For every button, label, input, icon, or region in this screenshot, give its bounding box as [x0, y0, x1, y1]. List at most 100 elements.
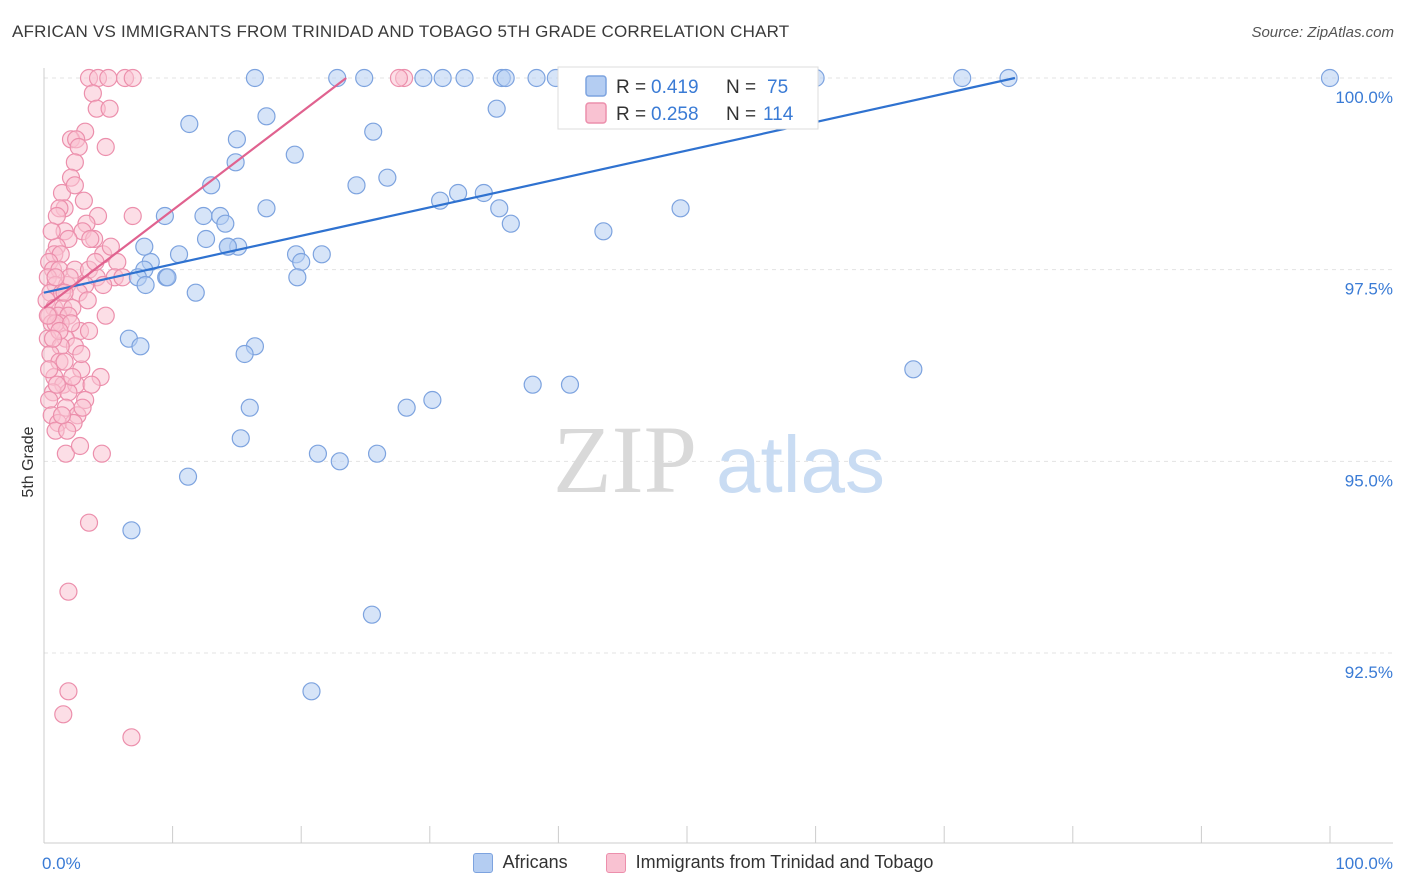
point-africans-15	[1320, 68, 1340, 88]
point-trinidad-97	[101, 237, 120, 256]
point-africans-8	[527, 68, 546, 88]
legend-swatch-trinidad-bottom	[605, 852, 626, 873]
point-africans-51	[186, 283, 205, 302]
point-trinidad-113	[70, 436, 90, 456]
legend-top: R = 0.419 N = 75 R = 0.258 N = 114	[557, 66, 819, 130]
point-trinidad-13	[69, 137, 88, 157]
point-africans-62	[423, 390, 442, 410]
point-trinidad-112	[52, 406, 72, 425]
trend-line-trinidad	[43, 77, 347, 309]
y-tick-label-0: 100.0%	[1335, 88, 1393, 107]
point-africans-14	[999, 68, 1018, 88]
point-trinidad-96	[42, 222, 61, 241]
point-africans-23	[285, 145, 304, 164]
legend-swatch-africans-bottom	[472, 852, 493, 873]
point-trinidad-110	[47, 375, 66, 394]
point-trinidad-27	[81, 229, 100, 249]
point-trinidad-105	[43, 329, 63, 348]
point-africans-74	[302, 682, 321, 701]
axes	[43, 68, 1393, 844]
point-africans-40	[196, 229, 216, 249]
point-trinidad-49	[78, 291, 97, 310]
point-trinidad-74	[82, 375, 101, 394]
legend-r-value-1: 0.419	[651, 77, 699, 98]
series-africans-points	[119, 68, 1340, 701]
point-trinidad-100	[46, 268, 65, 287]
point-trinidad-14	[96, 137, 115, 157]
point-africans-28	[347, 176, 366, 195]
y-tick-label-2: 95.0%	[1345, 471, 1393, 490]
x-tick-label-max: 100.0%	[1335, 854, 1393, 873]
point-africans-13	[953, 68, 972, 88]
point-africans-20	[487, 99, 506, 118]
point-africans-67	[135, 237, 154, 256]
source-label: Source: ZipAtlas.com	[1251, 24, 1394, 41]
point-trinidad-106	[72, 344, 91, 364]
point-africans-35	[671, 199, 690, 218]
point-africans-49	[136, 275, 155, 295]
legend-r-value-2: 0.258	[651, 104, 699, 125]
point-africans-29	[257, 199, 276, 218]
x-tick-label-min: 0.0%	[42, 854, 81, 873]
point-africans-7	[496, 68, 515, 88]
point-africans-4	[433, 68, 452, 88]
point-trinidad-9	[100, 99, 119, 118]
point-trinidad-91	[54, 705, 73, 724]
point-trinidad-89	[59, 582, 78, 601]
point-africans-55	[288, 268, 307, 287]
point-africans-71	[178, 467, 198, 486]
point-africans-19	[180, 114, 199, 134]
trend-line-africans	[43, 76, 1016, 294]
point-trinidad-4	[123, 68, 142, 88]
legend-n-label-2: N =	[726, 104, 756, 125]
legend-n-value-1: 75	[767, 77, 788, 98]
point-africans-57	[131, 337, 150, 356]
point-trinidad-87	[56, 444, 75, 463]
point-africans-53	[169, 245, 189, 264]
point-trinidad-107	[55, 352, 74, 371]
point-trinidad-95	[47, 206, 66, 226]
legend-item-trinidad: Immigrants from Trinidad and Tobago	[605, 852, 934, 873]
point-africans-59	[235, 344, 254, 364]
point-africans-52	[158, 268, 177, 287]
tick-labels: 100.0% 97.5% 95.0% 92.5% 0.0% 100.0%	[42, 88, 1393, 873]
point-trinidad-62	[79, 321, 99, 341]
point-trinidad-94	[74, 191, 93, 210]
legend-swatch-africans	[585, 75, 607, 97]
legend-swatch-trinidad	[585, 102, 607, 124]
point-africans-64	[308, 444, 328, 463]
point-trinidad-108	[40, 360, 59, 379]
point-africans-63	[231, 429, 250, 448]
y-axis-label: 5th Grade	[20, 426, 37, 497]
point-trinidad-78	[40, 390, 59, 410]
legend-bottom: Africans Immigrants from Trinidad and To…	[0, 852, 1406, 873]
point-trinidad-111	[73, 398, 92, 417]
point-trinidad-15	[65, 153, 84, 172]
series-trinidad-points	[37, 68, 414, 747]
point-africans-68	[240, 398, 259, 417]
point-africans-60	[523, 375, 542, 394]
point-africans-0	[245, 68, 265, 88]
legend-label-africans: Africans	[502, 852, 568, 872]
point-africans-66	[904, 360, 923, 379]
y-tick-label-1: 97.5%	[1345, 280, 1393, 299]
point-africans-25	[202, 176, 221, 195]
point-trinidad-86	[92, 444, 111, 463]
trend-lines	[43, 76, 1016, 309]
point-trinidad-6	[389, 68, 409, 88]
legend-label-trinidad: Immigrants from Trinidad and Tobago	[635, 852, 934, 872]
point-africans-45	[292, 252, 311, 272]
legend-item-africans: Africans	[472, 852, 568, 873]
point-africans-21	[227, 130, 246, 149]
point-africans-39	[216, 214, 235, 233]
legend-n-value-2: 114	[763, 104, 794, 125]
point-trinidad-85	[58, 421, 77, 440]
grid	[44, 77, 1393, 654]
legend-r-label-2: R =	[616, 104, 646, 125]
point-africans-69	[367, 444, 387, 463]
point-africans-5	[455, 68, 474, 88]
point-africans-22	[364, 122, 383, 141]
point-trinidad-90	[59, 682, 78, 701]
legend-n-label-1: N =	[726, 77, 756, 98]
